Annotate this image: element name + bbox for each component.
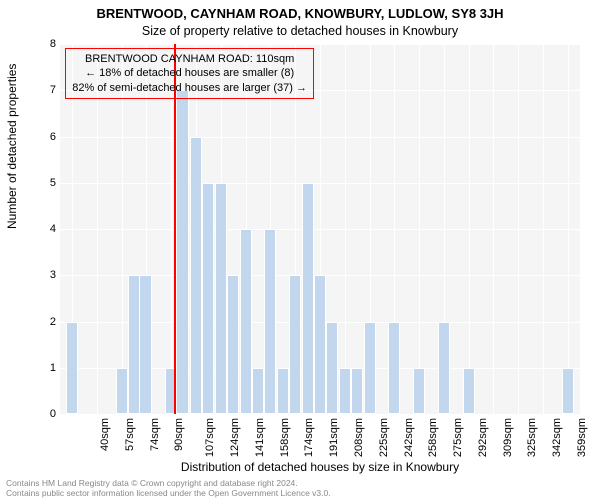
y-tick-label: 5 (50, 177, 56, 189)
highlight-line (174, 44, 176, 414)
x-tick-label: 342sqm (551, 418, 563, 457)
x-tick-label: 107sqm (204, 418, 216, 457)
histogram-bar (176, 90, 188, 414)
x-tick-label: 124sqm (229, 418, 241, 457)
x-tick-label: 141sqm (254, 418, 266, 457)
histogram-bar (215, 183, 227, 414)
x-tick-label: 275sqm (452, 418, 464, 457)
y-tick-label: 0 (50, 408, 56, 420)
histogram-bar (240, 229, 252, 414)
x-tick-label: 325sqm (526, 418, 538, 457)
histogram-bar (388, 322, 400, 415)
x-tick-label: 174sqm (303, 418, 315, 457)
footer-line-1: Contains HM Land Registry data © Crown c… (6, 478, 331, 488)
histogram-bar (202, 183, 214, 414)
histogram-bar (190, 137, 202, 415)
histogram-bar (289, 275, 301, 414)
x-tick-label: 242sqm (403, 418, 415, 457)
histogram-bar (314, 275, 326, 414)
x-tick-label: 158sqm (279, 418, 291, 457)
x-tick-label: 359sqm (576, 418, 588, 457)
y-tick-label: 3 (50, 269, 56, 281)
y-tick-label: 4 (50, 223, 56, 235)
annotation-box: BRENTWOOD CAYNHAM ROAD: 110sqm← 18% of d… (65, 48, 314, 99)
y-tick-label: 8 (50, 38, 56, 50)
histogram-bar (364, 322, 376, 415)
histogram-bar (438, 322, 450, 415)
x-tick-label: 258sqm (427, 418, 439, 457)
x-tick-label: 40sqm (99, 418, 111, 451)
gridline-v (171, 44, 172, 414)
histogram-bar (413, 368, 425, 414)
gridline-v (568, 44, 569, 414)
histogram-bar (227, 275, 239, 414)
y-tick-label: 1 (50, 362, 56, 374)
gridline-v (345, 44, 346, 414)
annotation-line-2: ← 18% of detached houses are smaller (8) (72, 66, 307, 80)
gridline-v (97, 44, 98, 414)
y-tick-label: 6 (50, 131, 56, 143)
x-tick-label: 225sqm (378, 418, 390, 457)
x-tick-label: 191sqm (328, 418, 340, 457)
histogram-bar (264, 229, 276, 414)
histogram-bar (252, 368, 264, 414)
chart-title-2: Size of property relative to detached ho… (0, 24, 600, 38)
chart-container: BRENTWOOD, CAYNHAM ROAD, KNOWBURY, LUDLO… (0, 0, 600, 500)
annotation-line-1: BRENTWOOD CAYNHAM ROAD: 110sqm (72, 52, 307, 66)
histogram-bar (116, 368, 128, 414)
histogram-bar (302, 183, 314, 414)
histogram-bar (463, 368, 475, 414)
histogram-bar (339, 368, 351, 414)
gridline-v (419, 44, 420, 414)
y-axis-label: Number of detached properties (5, 64, 19, 229)
histogram-bar (562, 368, 574, 414)
gridline-v (518, 44, 519, 414)
footer-line-2: Contains public sector information licen… (6, 488, 331, 498)
x-tick-label: 74sqm (149, 418, 161, 451)
plot-area: BRENTWOOD CAYNHAM ROAD: 110sqm← 18% of d… (60, 44, 580, 414)
histogram-bar (66, 322, 78, 415)
histogram-bar (139, 275, 151, 414)
x-tick-label: 292sqm (477, 418, 489, 457)
x-axis-label: Distribution of detached houses by size … (60, 460, 580, 474)
x-tick-label: 309sqm (502, 418, 514, 457)
gridline-h (60, 414, 580, 415)
histogram-bar (351, 368, 363, 414)
gridline-v (543, 44, 544, 414)
x-tick-label: 90sqm (173, 418, 185, 451)
x-tick-label: 57sqm (124, 418, 136, 451)
gridline-v (469, 44, 470, 414)
histogram-bar (277, 368, 289, 414)
y-tick-label: 2 (50, 316, 56, 328)
annotation-line-3: 82% of semi-detached houses are larger (… (72, 81, 307, 95)
histogram-bar (326, 322, 338, 415)
chart-title-1: BRENTWOOD, CAYNHAM ROAD, KNOWBURY, LUDLO… (0, 6, 600, 21)
y-tick-label: 7 (50, 84, 56, 96)
x-tick-label: 208sqm (353, 418, 365, 457)
histogram-bar (128, 275, 140, 414)
footer-attribution: Contains HM Land Registry data © Crown c… (6, 478, 331, 498)
gridline-v (493, 44, 494, 414)
gridline-v (122, 44, 123, 414)
